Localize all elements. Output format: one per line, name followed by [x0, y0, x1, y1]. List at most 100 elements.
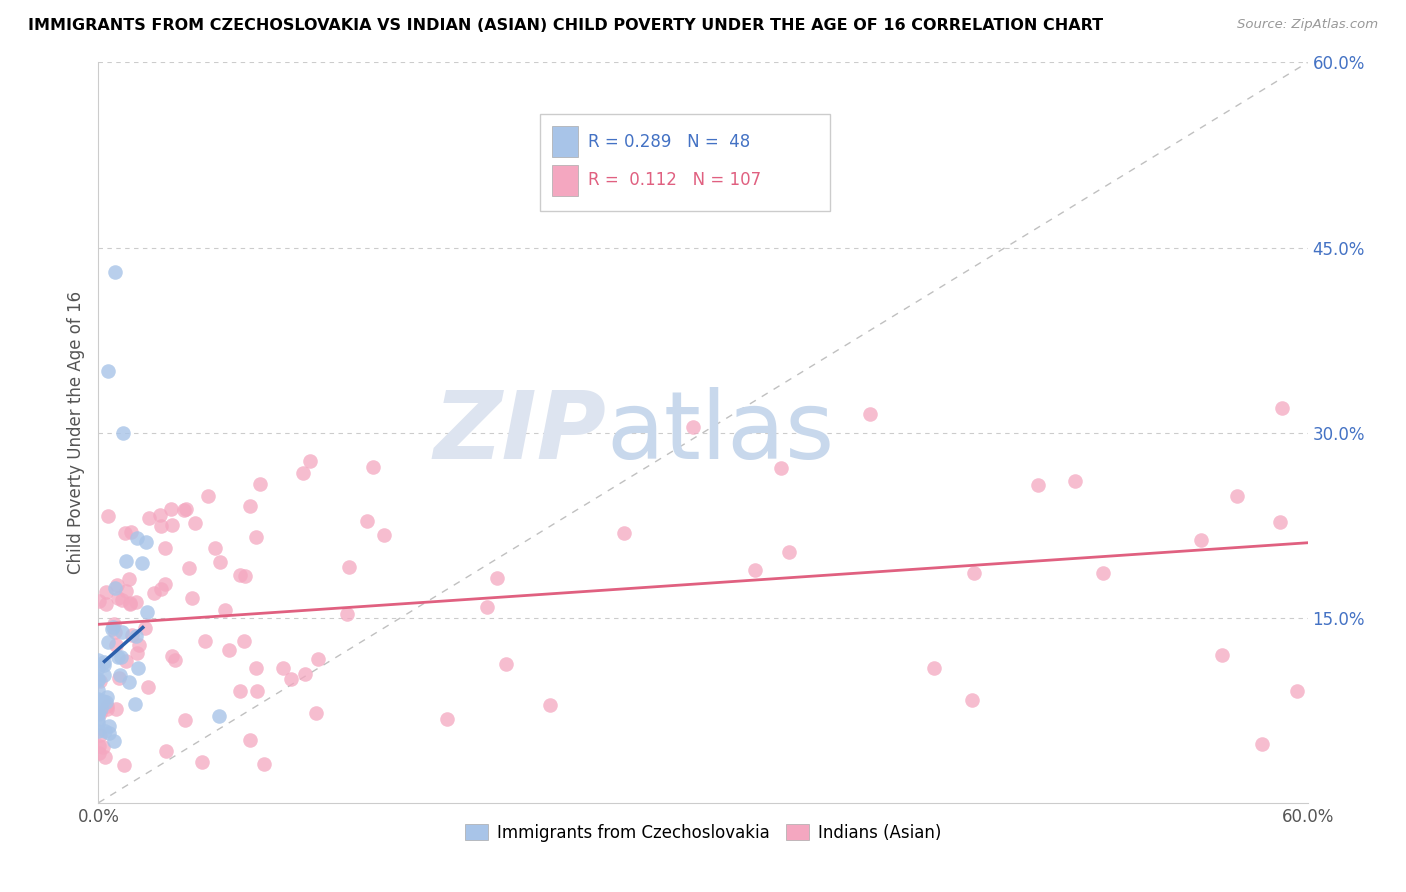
Point [94, 724, 117, 739]
Point [93, 657, 115, 672]
Point [93, 655, 115, 669]
Point [253, 757, 276, 772]
Point [108, 671, 131, 685]
FancyBboxPatch shape [551, 165, 578, 195]
Point [125, 646, 148, 660]
Point [87, 682, 110, 697]
Point [180, 591, 202, 605]
Point [307, 652, 329, 666]
Point [131, 556, 153, 570]
Point [97, 364, 120, 378]
Point [208, 709, 231, 723]
Point [97, 509, 120, 524]
Point [165, 653, 187, 667]
Point [118, 572, 141, 586]
Point [103, 616, 125, 631]
Point [1189, 533, 1212, 548]
Point [239, 732, 262, 747]
Point [160, 502, 183, 516]
Point [149, 582, 172, 596]
Point [94, 597, 117, 611]
Point [1092, 566, 1115, 581]
Point [294, 666, 316, 681]
Point [1211, 648, 1233, 662]
Point [356, 515, 378, 529]
Point [245, 661, 267, 675]
Point [107, 650, 129, 665]
Point [153, 577, 176, 591]
Point [682, 419, 704, 434]
Point [191, 755, 214, 769]
Point [173, 503, 195, 517]
Point [97, 634, 120, 648]
Point [105, 701, 128, 715]
Point [87, 692, 110, 706]
Point [184, 516, 207, 530]
Point [436, 712, 458, 726]
Point [125, 628, 148, 642]
Point [228, 684, 250, 698]
Point [197, 489, 219, 503]
FancyBboxPatch shape [540, 114, 830, 211]
Point [110, 650, 132, 665]
Point [280, 672, 302, 686]
Point [485, 571, 508, 585]
Text: R = 0.289   N =  48: R = 0.289 N = 48 [588, 133, 751, 151]
Point [148, 508, 170, 522]
Point [96, 696, 118, 710]
Point [124, 697, 146, 711]
Point [87, 694, 110, 708]
Point [87, 693, 110, 707]
Point [136, 605, 159, 619]
Point [1271, 401, 1294, 416]
Point [114, 526, 136, 541]
Point [87, 712, 110, 726]
Point [87, 706, 110, 720]
Point [155, 744, 177, 758]
Point [135, 535, 157, 549]
Point [336, 607, 359, 622]
Text: atlas: atlas [606, 386, 835, 479]
Point [87, 705, 110, 719]
Text: R =  0.112   N = 107: R = 0.112 N = 107 [588, 171, 761, 189]
Point [114, 584, 136, 599]
Point [89, 706, 111, 720]
Point [115, 554, 138, 568]
Point [104, 625, 127, 640]
Legend: Immigrants from Czechoslovakia, Indians (Asian): Immigrants from Czechoslovakia, Indians … [457, 815, 949, 850]
Point [103, 734, 125, 748]
Point [495, 657, 517, 671]
Point [194, 633, 217, 648]
Y-axis label: Child Poverty Under the Age of 16: Child Poverty Under the Age of 16 [66, 291, 84, 574]
Point [90, 694, 112, 708]
Point [232, 633, 254, 648]
Point [160, 517, 183, 532]
Point [89, 739, 111, 753]
Point [150, 519, 173, 533]
Point [107, 591, 129, 605]
Point [136, 680, 159, 694]
Point [87, 715, 110, 730]
Point [120, 524, 142, 539]
Point [125, 531, 148, 545]
Point [108, 667, 131, 681]
Point [90, 700, 112, 714]
Point [118, 596, 141, 610]
Point [96, 698, 118, 713]
Point [613, 525, 636, 540]
Point [111, 624, 134, 639]
Point [477, 599, 499, 614]
Point [1226, 489, 1249, 503]
Point [87, 661, 110, 675]
Point [128, 638, 150, 652]
Point [304, 706, 326, 721]
Point [103, 265, 125, 279]
Point [249, 477, 271, 491]
Point [94, 584, 117, 599]
Point [218, 643, 240, 657]
Point [100, 623, 122, 637]
Point [87, 673, 110, 688]
Point [373, 528, 395, 542]
Point [963, 566, 986, 581]
Point [922, 660, 945, 674]
